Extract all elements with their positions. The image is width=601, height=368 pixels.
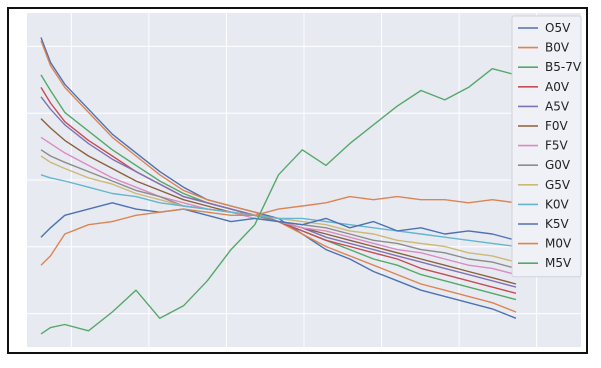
legend-label-o5v: O5V (545, 21, 571, 35)
series-line-k5v (40, 202, 517, 241)
legend-label-g5v: G5V (545, 178, 571, 192)
legend-label-k5v: K5V (545, 217, 570, 231)
chart-svg: O5V B0V B5-7V A0V A5V F0V F5V G0V G5V K0V K5V M0V M5… (27, 13, 582, 347)
legend-label-f0v: F0V (545, 119, 569, 133)
legend-label-b0v: B0V (545, 41, 570, 55)
legend-label-f5v: F5V (545, 139, 569, 153)
legend-label-a0v: A0V (545, 80, 570, 94)
series-line-o5v (40, 37, 517, 319)
legend-label-g0v: G0V (545, 158, 571, 172)
legend: O5V B0V B5-7V A0V A5V F0V F5V G0V G5V K0V K5V M0V M5… (511, 15, 582, 278)
legend-label-m5v: M5V (545, 256, 572, 270)
legend-label-b5-7v: B5-7V (545, 60, 582, 74)
series-lines (40, 37, 517, 335)
chart-frame: O5V B0V B5-7V A0V A5V F0V F5V G0V G5V K0V K5V M0V M5… (7, 7, 588, 354)
legend-label-k0v: K0V (545, 197, 570, 211)
series-line-g0v (40, 149, 517, 270)
legend-box (511, 15, 582, 278)
legend-label-m0v: M0V (545, 237, 572, 251)
series-line-m0v (40, 195, 517, 266)
series-line-m5v (40, 68, 517, 335)
legend-label-a5v: A5V (545, 99, 570, 113)
series-line-k0v (40, 174, 517, 248)
grid (27, 13, 581, 347)
